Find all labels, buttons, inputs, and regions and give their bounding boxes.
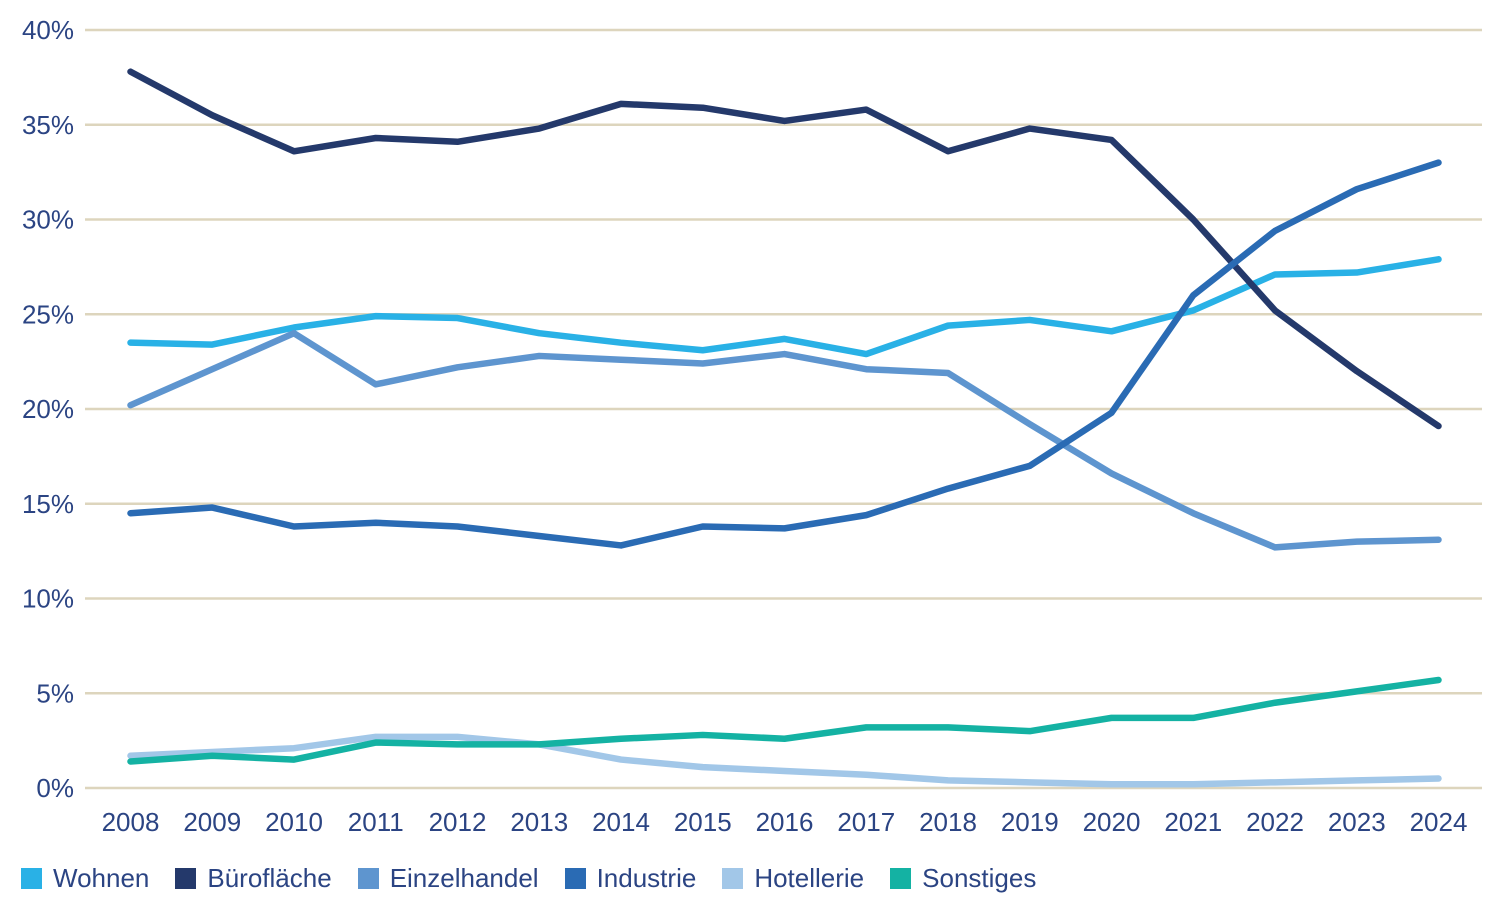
series-line-industrie	[127, 159, 1442, 549]
legend-label: Industrie	[596, 863, 697, 893]
gridlines	[85, 28, 1482, 790]
legend-label: Einzelhandel	[389, 863, 539, 893]
y-tick-label: 30%	[22, 205, 74, 235]
legend-swatch	[722, 867, 744, 889]
x-tick-label: 2015	[674, 807, 732, 837]
x-tick-label: 2018	[919, 807, 977, 837]
legend-item-hotellerie: Hotellerie	[722, 864, 864, 892]
x-tick-label: 2023	[1328, 807, 1386, 837]
x-tick-label: 2008	[102, 807, 160, 837]
series-lines	[127, 68, 1442, 788]
legend-label: Wohnen	[53, 863, 150, 893]
chart-canvas: 0% 5% 10% 15% 20% 25% 30% 35% 40% 2008 2009 2010 201…	[22, 15, 1482, 837]
legend-swatch	[175, 867, 197, 889]
legend-item-sonstiges: Sonstiges	[890, 864, 1036, 892]
series-line-hotellerie	[127, 733, 1442, 788]
legend-swatch	[21, 867, 42, 889]
legend-swatch	[890, 867, 912, 889]
series-line-einzelhandel	[127, 329, 1442, 551]
y-tick-label: 40%	[22, 15, 74, 45]
x-tick-label: 2016	[756, 807, 814, 837]
x-tick-label: 2019	[1001, 807, 1059, 837]
legend-item-wohnen: Wohnen	[21, 864, 149, 892]
legend-item-broflche: Bürofläche	[175, 863, 332, 893]
x-tick-label: 2014	[592, 807, 650, 837]
x-tick-label: 2021	[1164, 807, 1222, 837]
series-line-sonstiges	[127, 676, 1442, 765]
x-tick-label: 2013	[510, 807, 568, 837]
y-tick-label: 0%	[36, 773, 74, 803]
x-tick-label: 2011	[348, 807, 404, 837]
y-tick-label: 25%	[22, 299, 74, 329]
series-line-wohnen	[127, 256, 1442, 358]
x-axis-labels: 2008 2009 2010 2011 2012 2013 2014 2015 2016 2017…	[102, 807, 1468, 837]
x-tick-label: 2010	[265, 807, 323, 837]
y-tick-label: 20%	[22, 394, 74, 424]
legend: Wohnen Bürofläche Einzelhandel Industrie Hot…	[0, 863, 1500, 893]
y-tick-label: 5%	[36, 678, 74, 708]
x-tick-label: 2012	[429, 807, 487, 837]
legend-label: Bürofläche	[207, 863, 332, 893]
x-tick-label: 2024	[1410, 807, 1468, 837]
y-tick-label: 35%	[22, 110, 74, 140]
x-tick-label: 2009	[183, 807, 241, 837]
legend-item-einzelhandel: Einzelhandel	[357, 863, 539, 893]
x-tick-label: 2020	[1083, 807, 1141, 837]
series-line-broflche	[127, 68, 1442, 430]
y-tick-label: 15%	[22, 489, 74, 519]
legend-swatch	[357, 867, 379, 889]
y-axis-labels: 0% 5% 10% 15% 20% 25% 30% 35% 40%	[22, 15, 74, 803]
y-tick-label: 10%	[22, 584, 74, 614]
x-tick-label: 2022	[1246, 807, 1304, 837]
legend-label: Sonstiges	[922, 863, 1037, 893]
x-tick-label: 2017	[837, 807, 895, 837]
legend-swatch	[564, 867, 586, 889]
legend-item-industrie: Industrie	[564, 863, 697, 893]
legend-label: Hotellerie	[754, 863, 865, 893]
